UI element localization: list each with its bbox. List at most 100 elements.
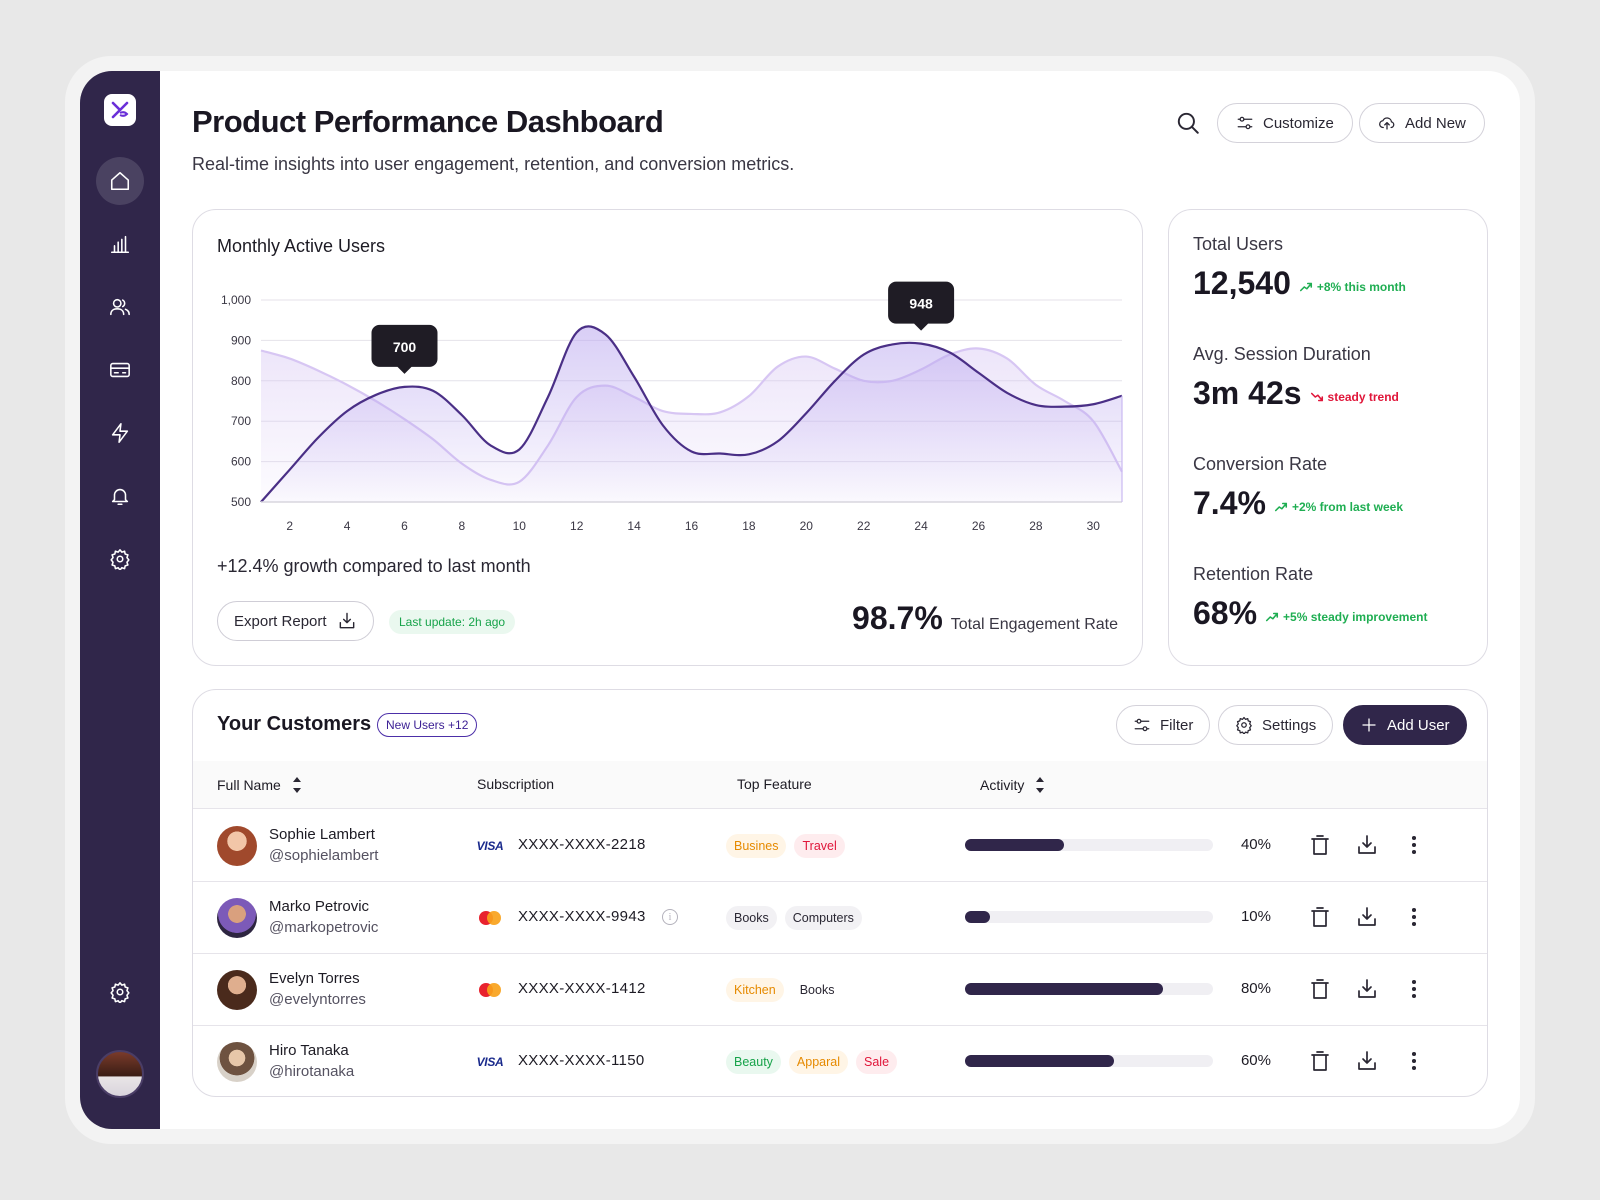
trash-icon [1311, 907, 1329, 927]
monthly-active-users-card: Monthly Active Users 500 600 700 800 900 1,00… [192, 209, 1143, 666]
user-avatar[interactable] [96, 1050, 144, 1098]
customize-label: Customize [1263, 114, 1334, 132]
stat-change-text: +2% from last week [1291, 500, 1403, 514]
customer-handle: @sophielambert [269, 847, 379, 864]
card-number: XXXX-XXXX-2218 [518, 836, 646, 853]
customers-card: Your Customers New Users +12 Filter Sett… [192, 689, 1488, 1097]
sidebar-item-activity[interactable] [96, 409, 144, 457]
download-button[interactable] [1355, 905, 1379, 929]
x-tick-label: 18 [742, 519, 756, 533]
tooltip-bubble [888, 281, 955, 331]
export-report-button[interactable]: Export Report [217, 601, 374, 641]
y-tick-label: 500 [231, 495, 251, 509]
stat-value: 7.4% [1193, 485, 1266, 521]
stat-value: 68% [1193, 595, 1258, 631]
sidebar-item-billing[interactable] [96, 346, 144, 394]
more-options-button[interactable] [1402, 977, 1426, 1001]
stat-change-text: +8% this month [1316, 280, 1406, 294]
x-tick-label: 2 [286, 519, 293, 533]
primary-series-line [260, 325, 1123, 503]
avatar [217, 1042, 257, 1082]
table-row[interactable]: Evelyn Torres @evelyntorres XXXX-XXXX-1412… [193, 954, 1487, 1026]
more-options-button[interactable] [1402, 1049, 1426, 1073]
column-full-name[interactable]: Full Name [217, 776, 303, 794]
x-tick-label: 14 [627, 519, 641, 533]
mastercard-logo-icon [477, 982, 503, 998]
y-tick-label: 800 [231, 374, 251, 388]
column-label: Activity [980, 777, 1025, 793]
feature-tag: Beauty [726, 1050, 781, 1074]
bar-chart-icon [110, 235, 130, 254]
delete-button[interactable] [1308, 905, 1332, 929]
more-options-button[interactable] [1402, 905, 1426, 929]
engagement-value: 98.7% [852, 600, 943, 636]
delete-button[interactable] [1308, 833, 1332, 857]
customize-button[interactable]: Customize [1217, 103, 1353, 143]
trend-up-icon [1274, 502, 1287, 512]
add-new-button[interactable]: Add New [1359, 103, 1485, 143]
sidebar-item-home[interactable] [96, 157, 144, 205]
sidebar-item-notifications[interactable] [96, 472, 144, 520]
info-icon[interactable]: i [662, 909, 678, 925]
download-button[interactable] [1355, 833, 1379, 857]
download-button[interactable] [1355, 977, 1379, 1001]
feature-tags: Beauty Apparal Sale [726, 1050, 898, 1074]
filter-button[interactable]: Filter [1116, 705, 1211, 745]
settings-button[interactable]: Settings [1218, 705, 1334, 745]
download-button[interactable] [1355, 1049, 1379, 1073]
add-user-label: Add User [1387, 716, 1450, 734]
stat-change: steady trend [1310, 390, 1399, 404]
add-user-button[interactable]: Add User [1343, 705, 1467, 745]
column-label: Top Feature [737, 776, 812, 792]
sidebar-item-settings[interactable] [96, 535, 144, 583]
x-tick-label: 4 [344, 519, 351, 533]
delete-button[interactable] [1308, 977, 1332, 1001]
feature-tag: Kitchen [726, 978, 784, 1002]
customer-name: Hiro Tanaka [269, 1042, 349, 1059]
more-vertical-icon [1411, 907, 1417, 927]
y-tick-label: 600 [231, 455, 251, 469]
x-tick-label: 24 [914, 519, 928, 533]
stat-retention: Retention Rate 68% +5% steady improvemen… [1193, 564, 1427, 632]
stat-label: Total Users [1193, 234, 1284, 254]
search-icon[interactable] [1175, 110, 1201, 136]
customer-handle: @hirotanaka [269, 1063, 355, 1080]
activity-percent: 80% [1240, 980, 1271, 997]
stat-change: +2% from last week [1274, 500, 1403, 514]
trash-icon [1311, 979, 1329, 999]
sidebar-bottom-settings[interactable] [96, 968, 144, 1016]
x-tick-label: 6 [401, 519, 408, 533]
column-activity[interactable]: Activity [980, 776, 1046, 794]
x-tick-label: 22 [857, 519, 871, 533]
delete-button[interactable] [1308, 1049, 1332, 1073]
app-logo[interactable] [104, 94, 136, 126]
sort-icon[interactable] [1034, 776, 1046, 794]
stat-label: Retention Rate [1193, 564, 1314, 584]
more-options-button[interactable] [1402, 833, 1426, 857]
trash-icon [1311, 835, 1329, 855]
more-vertical-icon [1411, 1051, 1417, 1071]
card-number: XXXX-XXXX-9943 [518, 908, 646, 925]
table-row[interactable]: Sophie Lambert @sophielambert VISA XXXX-XXX… [193, 810, 1487, 882]
customer-handle: @markopetrovic [269, 919, 379, 936]
stat-conversion: Conversion Rate 7.4% +2% from last week [1193, 454, 1403, 522]
more-vertical-icon [1411, 835, 1417, 855]
engagement-rate: 98.7% Total Engagement Rate [852, 600, 1118, 637]
feature-tags: Books Computers [726, 906, 862, 930]
sidebar-item-analytics[interactable] [96, 220, 144, 268]
new-users-badge: New Users +12 [377, 713, 478, 737]
customer-name: Marko Petrovic [269, 898, 370, 915]
activity-bar [965, 983, 1213, 995]
column-label: Subscription [477, 776, 555, 792]
table-row[interactable]: Marko Petrovic @markopetrovic XXXX-XXXX-99… [193, 882, 1487, 954]
bell-icon [111, 488, 129, 506]
card-number: XXXX-XXXX-1412 [518, 980, 646, 997]
sidebar-item-users[interactable] [96, 283, 144, 331]
sort-icon[interactable] [291, 776, 303, 794]
x-tick-label: 28 [1029, 519, 1043, 533]
credit-card-icon [110, 362, 130, 378]
avatar [217, 970, 257, 1010]
column-subscription: Subscription [477, 776, 554, 792]
table-row[interactable]: Hiro Tanaka @hirotanaka VISA XXXX-XXXX-1150… [193, 1026, 1487, 1096]
page-subtitle: Real-time insights into user engagement,… [192, 154, 795, 174]
